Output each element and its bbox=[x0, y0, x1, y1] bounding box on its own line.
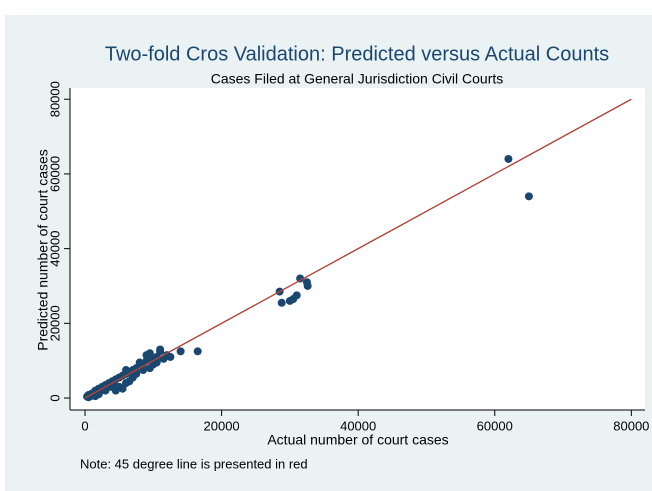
chart-subtitle: Cases Filed at General Jurisdiction Civi… bbox=[211, 71, 504, 87]
y-tick-label: 60000 bbox=[47, 156, 62, 192]
y-axis-label: Predicted number of court cases bbox=[35, 149, 51, 351]
x-tick-label: 40000 bbox=[340, 418, 376, 433]
point bbox=[504, 154, 513, 163]
point bbox=[156, 345, 165, 354]
point bbox=[193, 347, 202, 356]
y-tick-label: 40000 bbox=[47, 231, 62, 267]
point bbox=[121, 366, 130, 375]
y-tick-label: 20000 bbox=[47, 305, 62, 341]
y-tick-label: 0 bbox=[47, 394, 62, 401]
point bbox=[277, 298, 286, 307]
point bbox=[524, 192, 533, 201]
point bbox=[292, 291, 301, 300]
point bbox=[142, 351, 151, 360]
x-tick-label: 60000 bbox=[477, 418, 513, 433]
reference-line bbox=[84, 98, 632, 399]
x-tick-label: 0 bbox=[81, 418, 88, 433]
note: Note: 45 degree line is presented in red bbox=[80, 456, 308, 471]
point bbox=[149, 354, 158, 363]
point bbox=[166, 352, 175, 361]
point bbox=[303, 281, 312, 290]
chart-title: Two-fold Cros Validation: Predicted vers… bbox=[105, 43, 609, 65]
point bbox=[176, 347, 185, 356]
x-tick-label: 80000 bbox=[613, 418, 649, 433]
x-axis-label: Actual number of court cases bbox=[267, 432, 448, 448]
y-tick-label: 80000 bbox=[47, 81, 62, 117]
point bbox=[296, 274, 305, 283]
x-tick-label: 20000 bbox=[204, 418, 240, 433]
point bbox=[285, 296, 294, 305]
point bbox=[111, 386, 120, 395]
point bbox=[135, 358, 144, 367]
